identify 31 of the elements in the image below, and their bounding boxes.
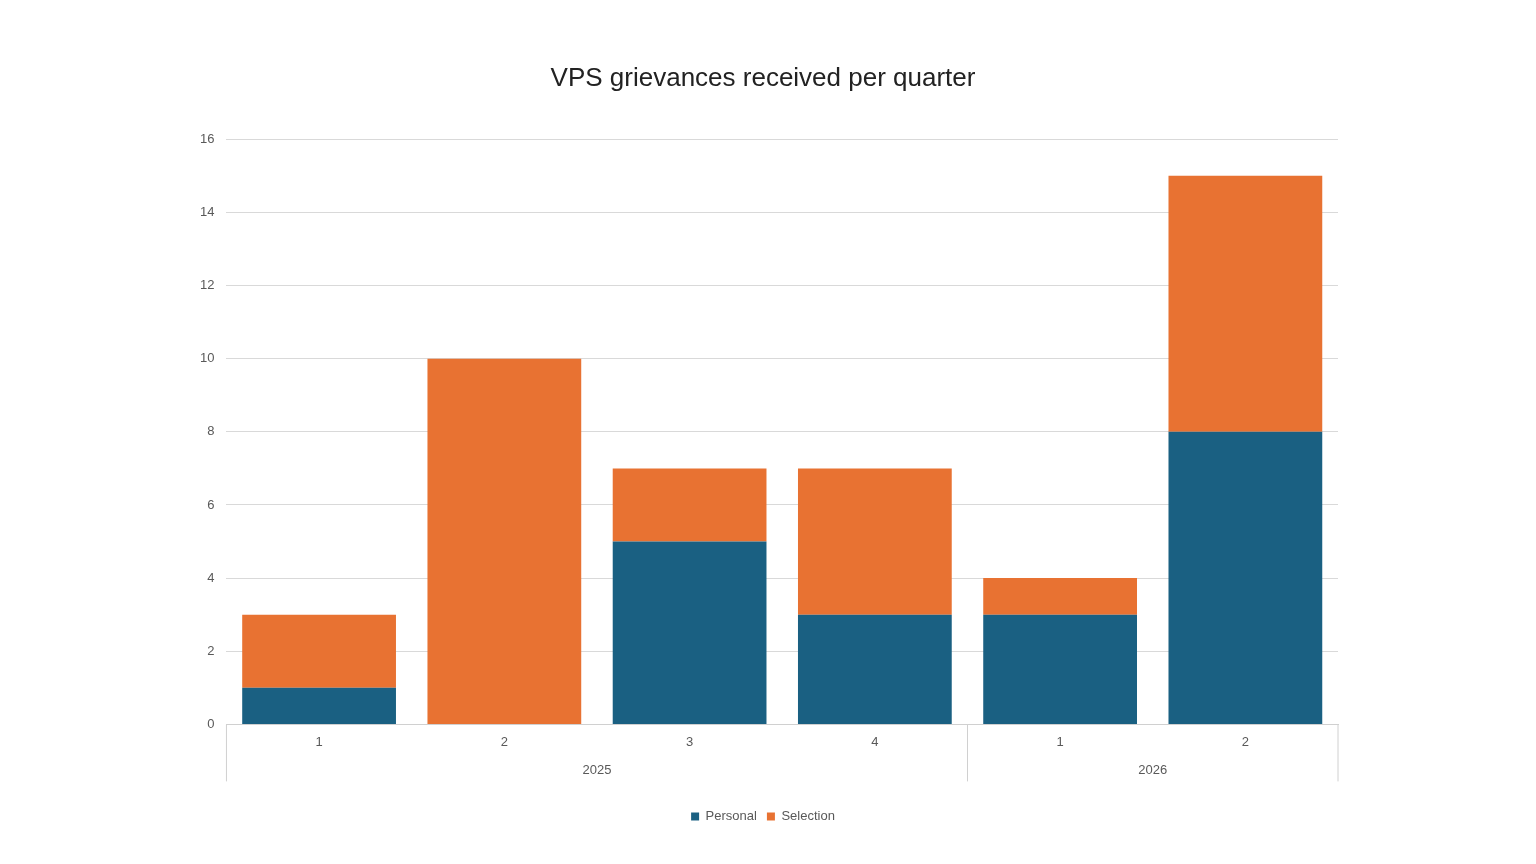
- y-tick-label: 4: [207, 569, 215, 585]
- bar: [1168, 175, 1323, 432]
- y-tick-label: 8: [207, 423, 215, 439]
- text: 2026: [1138, 761, 1168, 777]
- bar: [983, 614, 1137, 724]
- x-tick-label: 1: [1056, 733, 1064, 749]
- bar: [242, 687, 396, 724]
- y-tick-label: 6: [207, 496, 215, 512]
- bar: [983, 578, 1137, 615]
- bar: [242, 614, 396, 688]
- y-tick-label: 12: [199, 277, 215, 293]
- bar: [797, 614, 952, 724]
- bar: [612, 541, 767, 724]
- y-tick-label: 14: [199, 203, 215, 219]
- x-tick-label: 2: [500, 733, 508, 749]
- bar: [797, 468, 952, 615]
- bar: [427, 358, 582, 724]
- y-tick-label: 2: [207, 642, 215, 658]
- x-tick-label: 2: [1241, 733, 1249, 749]
- chart-title: VPS grievances received per quarter: [550, 61, 976, 92]
- bar: [612, 468, 767, 542]
- text: 2025: [582, 761, 612, 777]
- legend-label: Personal: [705, 808, 758, 824]
- bar: [1168, 431, 1323, 724]
- y-tick-label: 0: [207, 715, 215, 731]
- x-tick-label: 1: [315, 733, 323, 749]
- y-tick-label: 16: [199, 130, 215, 146]
- x-tick-label: 3: [685, 733, 694, 749]
- x-tick-label: 4: [871, 733, 879, 749]
- y-tick-label: 10: [199, 350, 215, 366]
- legend-label: Selection: [781, 808, 835, 824]
